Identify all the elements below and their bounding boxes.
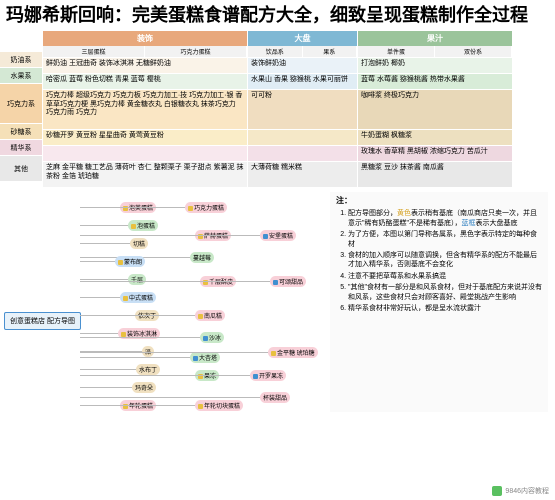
watermark: 9846内容教程	[492, 486, 549, 496]
sub-header: 果系	[303, 46, 358, 58]
note-item: 精华系食材非常好玩认，都是呈水流状露汁	[348, 304, 542, 313]
cell: 蓝莓 水莓酱 猕猴桃酱 热带水果酱	[358, 74, 512, 90]
notes-panel: 注： 配方导图部分，黄色表示稍有基底（南瓜商店只卖一次，并且意示"稀有奶酪蛋糕"…	[330, 192, 548, 412]
cell: 芝麻 金平糖 糖工艺品 薄荷叶 杏仁 整颗栗子 栗子甜点 紫薯泥 抹茶粉 金箔 …	[43, 162, 247, 188]
note-item: 配方导图部分，黄色表示稍有基底（南瓜商店只卖一次，并且意示"稀有奶酪蛋糕"不是稀…	[348, 209, 542, 228]
cell: 砂糖开罗 黄豆粉 星星曲奇 黄莺黄豆粉	[43, 130, 247, 146]
mindmap-node: 沙冰	[200, 332, 224, 343]
recipe-mindmap: 创意蛋糕店 配方导图 泡芙蛋糕巧克力蛋糕泡蛋糕切糕萨赫蛋糕安堡蛋糕蔓越莓蒙布朗千…	[0, 192, 330, 412]
mindmap-node: 巧克力蛋糕	[185, 202, 227, 213]
mindmap-node: 安堡蛋糕	[260, 230, 296, 241]
page-title: 玛娜希斯回响：完美蛋糕食谱配方大全，细致呈现蛋糕制作全过程	[0, 0, 555, 31]
notes-title: 注：	[336, 196, 542, 207]
row-label: 水果系	[0, 68, 42, 84]
cell	[43, 146, 247, 162]
mindmap-node: 千层	[128, 274, 146, 285]
mindmap-node: 水布丁	[136, 364, 160, 375]
cell: 哈密瓜 蓝莓 粉色切糕 青果 蓝莓 樱桃	[43, 74, 247, 90]
cell: 黑糖浆 豆沙 抹茶酱 南瓜酱	[358, 162, 512, 188]
sub-header: 单件蛋	[358, 46, 435, 58]
cell	[248, 130, 357, 146]
mindmap-node: 蒙布朗	[115, 256, 145, 267]
cell	[248, 146, 357, 162]
cell: 玫瑰水 香草精 黑胡椒 浓缩巧克力 苦瓜汁	[358, 146, 512, 162]
sub-header: 饮品系	[248, 46, 303, 58]
ingredient-table: 奶油系 水果系 巧克力系 砂糖系 精华系 其他 装饰 三层蛋糕巧克力蛋糕 鲜奶油…	[0, 31, 555, 188]
cell: 大薄荷糖 糯米糕	[248, 162, 357, 188]
cell: 可可粉	[248, 90, 357, 130]
mindmap-node: 南瓜糕	[195, 310, 225, 321]
note-item: 注意不要把草莓系和水果系搞混	[348, 272, 542, 281]
note-item: 食材的加入顺序可以随意调换，但含有精华系的配方不能最后才加入精华系，否则基底不会…	[348, 251, 542, 270]
notes-list: 配方导图部分，黄色表示稍有基底（南瓜商店只卖一次，并且意示"稀有奶酪蛋糕"不是稀…	[336, 209, 542, 313]
cell: 装饰鲜奶油	[248, 58, 357, 74]
mindmap-node: 大杏塔	[190, 352, 220, 363]
cell: 咖啡浆 终极巧克力	[358, 90, 512, 130]
mindmap-root: 创意蛋糕店 配方导图	[4, 312, 81, 330]
cell: 打泡鲜奶 椰奶	[358, 58, 512, 74]
mindmap-node: 年轮切块蛋糕	[195, 400, 243, 411]
cell: 水果山 香果 猕猴桃 水果可丽饼	[248, 74, 357, 90]
mindmap-node: 泡蛋糕	[128, 220, 158, 231]
row-label: 奶油系	[0, 52, 42, 68]
col-header: 大盘	[248, 31, 357, 46]
row-label: 砂糖系	[0, 124, 42, 140]
mindmap-node: 开罗果冻	[250, 370, 286, 381]
wechat-icon	[492, 486, 502, 496]
cell: 牛奶蛋糊 枫糖浆	[358, 130, 512, 146]
col-header: 装饰	[43, 31, 247, 46]
mindmap-node: 玛奇朵	[132, 382, 156, 393]
note-item: 为了方便，本图以第门导称各属系，黑色字表示特定的每种食材	[348, 230, 542, 249]
watermark-text: 9846内容教程	[505, 486, 549, 496]
mindmap-node: 杯装甜品	[260, 392, 290, 403]
row-label: 精华系	[0, 140, 42, 156]
mindmap-node: 蔓越莓	[190, 252, 214, 263]
cell: 鲜奶油 王冠曲奇 装饰冰淇淋 无糖鲜奶油	[43, 58, 247, 74]
note-item: "其他"食材有一部分是和风系食材，但对于基底配方来说并没有和风系，这些食材只会对…	[348, 283, 542, 302]
mindmap-node: 切糕	[130, 238, 148, 249]
col-header: 果汁	[358, 31, 512, 46]
row-label: 其他	[0, 156, 42, 182]
cell: 巧克力棒 超级巧克力 巧克力板 巧克力加工·技 巧克力加工·银 香草草巧克力梗 …	[43, 90, 247, 130]
mindmap-node: 中式蛋糕	[120, 292, 156, 303]
sub-header: 三层蛋糕	[43, 46, 145, 58]
sub-header: 巧克力蛋糕	[145, 46, 247, 58]
sub-header: 双份系	[435, 46, 512, 58]
mindmap-node: 金平糖 琥珀糖	[268, 347, 318, 358]
row-label: 巧克力系	[0, 84, 42, 124]
mindmap-node: 可颂甜品	[270, 276, 306, 287]
